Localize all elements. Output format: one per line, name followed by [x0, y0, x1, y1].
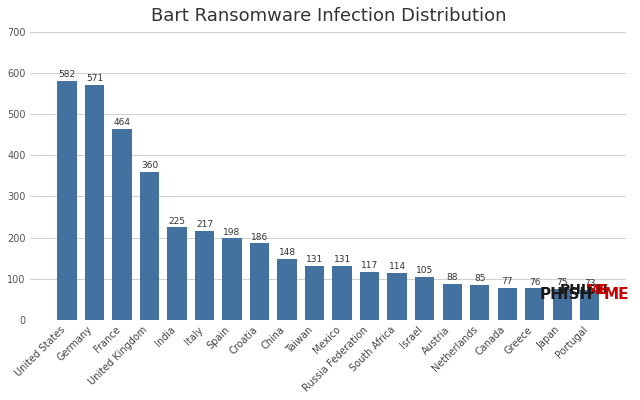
- Bar: [333, 266, 352, 320]
- Bar: [250, 243, 269, 320]
- Text: 217: 217: [196, 220, 213, 229]
- Bar: [85, 85, 104, 320]
- Bar: [415, 276, 435, 320]
- Text: 360: 360: [141, 161, 158, 170]
- Text: 148: 148: [278, 248, 296, 257]
- Bar: [140, 172, 159, 320]
- Bar: [305, 266, 324, 320]
- Text: 75: 75: [556, 278, 568, 287]
- Bar: [223, 238, 242, 320]
- Text: ME: ME: [585, 283, 609, 297]
- Text: 225: 225: [168, 216, 186, 226]
- Text: ME: ME: [604, 288, 629, 302]
- Bar: [360, 272, 380, 320]
- Text: 73: 73: [584, 279, 595, 288]
- Bar: [497, 288, 516, 320]
- Bar: [470, 285, 489, 320]
- Text: 85: 85: [474, 274, 485, 283]
- Text: 131: 131: [306, 255, 323, 264]
- Text: 131: 131: [333, 255, 351, 264]
- Text: 198: 198: [223, 228, 241, 237]
- Text: 464: 464: [113, 118, 131, 127]
- Text: 571: 571: [86, 74, 103, 84]
- Text: PHISH: PHISH: [560, 283, 609, 297]
- Bar: [168, 227, 187, 320]
- Bar: [195, 230, 214, 320]
- Text: 76: 76: [529, 278, 540, 287]
- Bar: [113, 129, 132, 320]
- Text: PHISH: PHISH: [540, 288, 593, 302]
- Bar: [442, 284, 462, 320]
- Bar: [278, 259, 297, 320]
- Bar: [580, 290, 599, 320]
- Text: 88: 88: [446, 273, 458, 282]
- Bar: [387, 273, 407, 320]
- Text: 77: 77: [501, 278, 513, 286]
- Text: 105: 105: [416, 266, 433, 275]
- Bar: [552, 289, 572, 320]
- Title: Bart Ransomware Infection Distribution: Bart Ransomware Infection Distribution: [150, 7, 506, 25]
- Text: 117: 117: [361, 261, 378, 270]
- Text: 114: 114: [388, 262, 406, 271]
- Bar: [58, 80, 77, 320]
- Text: 582: 582: [58, 70, 76, 79]
- Bar: [525, 288, 544, 320]
- Text: 186: 186: [251, 233, 268, 242]
